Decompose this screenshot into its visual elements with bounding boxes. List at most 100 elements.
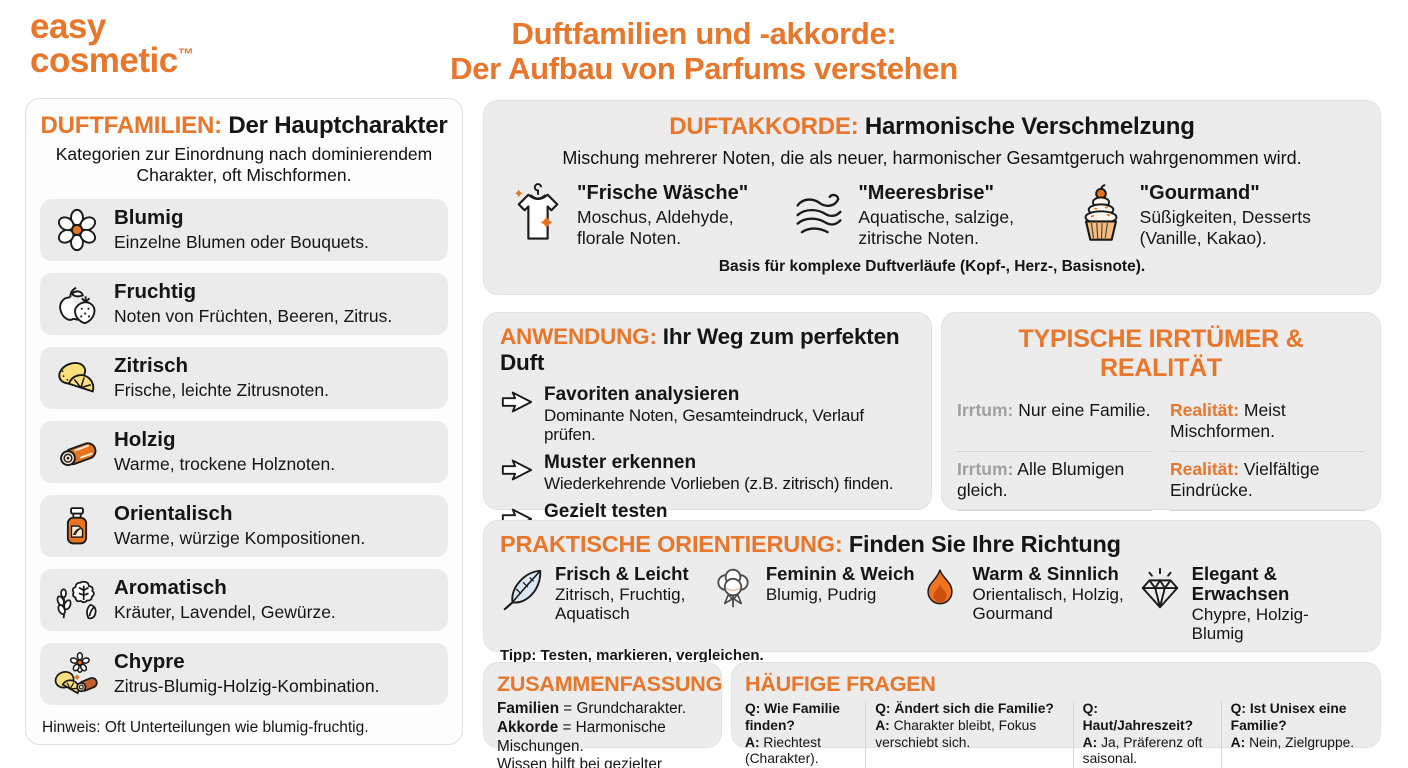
akkorde-footer: Basis für komplexe Duftverläufe (Kopf-, … [718, 258, 1146, 275]
faq-question: Q: Ist Unisex eine Familie? [1230, 701, 1347, 733]
brand-logo-line2: cosmetic [30, 40, 178, 80]
faq-item: Q: Ist Unisex eine Familie? A: Nein, Zie… [1220, 701, 1367, 768]
direction-name: Elegant & Erwachsen [1191, 563, 1290, 604]
faq-item: Q: Haut/Jahreszeit? A: Ja, Präferenz oft… [1072, 701, 1221, 768]
family-name: Holzig [114, 428, 176, 452]
faq-answer: A: Charakter bleibt, Fokus verschiebt si… [875, 717, 1037, 750]
accord-desc: Süßigkeiten, Desserts (Vanille, Kakao). [1139, 207, 1311, 248]
families-subtitle: Kategorien zur Einordnung nach dominiere… [55, 144, 433, 186]
family-desc: Zitrus-Blumig-Holzig-Kombination. [114, 675, 380, 696]
families-heading: DUFTFAMILIEN: Der Hauptcharakter [40, 112, 448, 139]
chypre-icon [52, 649, 102, 699]
diamond-icon [1137, 564, 1183, 616]
arrow-right-icon [500, 388, 534, 416]
direction-warm-sinnlich: Warm & Sinnlich Orientalisch, Holzig, Gou… [918, 564, 1137, 643]
log-icon [52, 427, 102, 477]
page-title-line2: Der Aufbau von Parfums verstehen [450, 51, 958, 87]
direction-desc: Chypre, Holzig-Blumig [1191, 604, 1309, 643]
direction-elegant-erwachsen: Elegant & Erwachsen Chypre, Holzig-Blumig [1137, 564, 1364, 643]
step-title: Gezielt testen [544, 500, 668, 522]
direction-name: Feminin & Weich [765, 563, 915, 584]
family-desc: Frische, leichte Zitrusnoten. [114, 379, 329, 400]
brand-logo-line1: easy [30, 7, 106, 46]
accord-frische-waesche: "Frische Wäsche" Moschus, Aldehyde, floral… [510, 183, 791, 249]
brand-logo: easy cosmetic™ [30, 7, 194, 80]
irrtum-cell: Irrtum: Alle Blumigen gleich. [957, 452, 1152, 511]
praktisch-heading: PRAKTISCHE ORIENTIERUNG: Finden Sie Ihre… [500, 531, 1121, 557]
family-desc: Noten von Früchten, Beeren, Zitrus. [114, 305, 393, 326]
feather-icon [500, 564, 546, 616]
family-name: Blumig [114, 206, 184, 230]
accord-desc: Aquatische, salzige, zitrische Noten. [858, 207, 1014, 248]
family-name: Fruchtig [114, 280, 196, 304]
summary-line: Akkorde = Harmonische Mischungen. [497, 718, 666, 755]
family-item-aromatisch: Aromatisch Kräuter, Lavendel, Gewürze. [40, 568, 448, 631]
flame-icon [918, 564, 964, 616]
family-item-fruchtig: Fruchtig Noten von Früchten, Beeren, Zitr… [40, 272, 448, 335]
direction-name: Warm & Sinnlich [972, 563, 1119, 584]
accord-desc: Moschus, Aldehyde, florale Noten. [577, 207, 734, 248]
families-hint: Hinweis: Oft Unterteilungen wie blumig-f… [42, 718, 369, 736]
irrtuemer-heading: TYPISCHE IRRTÜMER & REALITÄT [1018, 325, 1304, 382]
step-desc: Dominante Noten, Gesamteindruck, Verlauf… [544, 405, 864, 444]
anwendung-step-1: Favoriten analysieren Dominante Noten, Ge… [500, 385, 915, 444]
direction-desc: Zitrisch, Fruchtig, Aquatisch [555, 584, 686, 623]
fruit-icon [52, 279, 102, 329]
family-desc: Kräuter, Lavendel, Gewürze. [114, 601, 336, 622]
step-title: Favoriten analysieren [544, 384, 740, 405]
panel-haeufige-fragen: HÄUFIGE FRAGEN Q: Wie Familie finden? A:… [731, 662, 1381, 768]
panel-zusammenfassung: ZUSAMMENFASSUNG Familien = Grundcharakte… [483, 662, 723, 768]
arrow-right-icon [500, 456, 534, 484]
faq-question: Q: Wie Familie finden? [745, 701, 840, 733]
direction-frisch-leicht: Frisch & Leicht Zitrisch, Fruchtig, Aquat… [500, 564, 711, 643]
direction-name: Frisch & Leicht [555, 563, 689, 584]
family-desc: Warme, trockene Holznoten. [114, 453, 336, 474]
anwendung-step-2: Muster erkennen Wiederkehrende Vorlieben … [500, 453, 915, 493]
direction-feminin-weich: Feminin & Weich Blumig, Pudrig [711, 564, 918, 643]
faq-answer: A: Nein, Zielgruppe. [1230, 734, 1355, 750]
family-item-blumig: Blumig Einzelne Blumen oder Bouquets. [40, 198, 448, 261]
trademark-symbol: ™ [177, 46, 194, 64]
akkorde-heading: DUFTAKKORDE: Harmonische Verschmelzung [669, 113, 1195, 140]
anwendung-heading: ANWENDUNG: Ihr Weg zum perfekten Duft [500, 324, 900, 375]
direction-desc: Orientalisch, Holzig, Gourmand [972, 584, 1124, 623]
shirt-icon [510, 183, 566, 245]
faq-question: Q: Haut/Jahreszeit? [1082, 701, 1194, 733]
accord-name: "Gourmand" [1139, 182, 1260, 204]
realitaet-cell: Realität: Meist Mischformen. [1170, 393, 1365, 452]
akkorde-subtitle: Mischung mehrerer Noten, die als neuer, … [562, 148, 1302, 168]
accord-name: "Frische Wäsche" [577, 182, 749, 204]
faq-answer: A: Riechtest (Charakter). [745, 734, 821, 767]
realitaet-cell: Realität: Vielfältige Eindrücke. [1170, 452, 1365, 511]
faq-item: Q: Wie Familie finden? A: Riechtest (Cha… [745, 701, 865, 768]
fragen-heading: HÄUFIGE FRAGEN [745, 672, 936, 696]
family-desc: Einzelne Blumen oder Bouquets. [114, 231, 369, 252]
accord-name: "Meeresbrise" [858, 182, 995, 204]
family-item-orientalisch: Orientalisch Warme, würzige Kompositionen… [40, 494, 448, 557]
summary-line: Wissen hilft bei gezielter Auswahl. [497, 756, 662, 768]
family-name: Aromatisch [114, 576, 227, 600]
family-name: Zitrisch [114, 354, 189, 378]
family-name: Chypre [114, 650, 185, 674]
page-title: Duftfamilien und -akkorde: Der Aufbau vo… [0, 16, 1408, 86]
family-desc: Warme, würzige Kompositionen. [114, 527, 366, 548]
herbs-icon [52, 575, 102, 625]
panel-praktische-orientierung: PRAKTISCHE ORIENTIERUNG: Finden Sie Ihre… [483, 520, 1381, 664]
bottle-icon [52, 501, 102, 551]
direction-desc: Blumig, Pudrig [765, 584, 877, 604]
step-desc: Wiederkehrende Vorlieben (z.B. zitrisch)… [544, 473, 894, 493]
panel-duftfamilien: DUFTFAMILIEN: Der Hauptcharakter Kategor… [25, 98, 463, 745]
irrtum-cell: Irrtum: Nur eine Familie. [957, 393, 1152, 452]
panel-irrtuemer: TYPISCHE IRRTÜMER & REALITÄT Irrtum: Nur… [941, 312, 1381, 580]
cotton-icon [711, 564, 757, 616]
accord-meeresbrise: "Meeresbrise" Aquatische, salzige, zitrisc… [791, 183, 1072, 249]
zusammenfassung-heading: ZUSAMMENFASSUNG [497, 672, 723, 696]
step-title: Muster erkennen [544, 452, 697, 473]
family-name: Orientalisch [114, 502, 233, 526]
family-item-zitrisch: Zitrisch Frische, leichte Zitrusnoten. [40, 346, 448, 409]
accord-gourmand: "Gourmand" Süßigkeiten, Desserts (Vanille,… [1073, 183, 1354, 249]
page-title-line1: Duftfamilien und -akkorde: [511, 16, 897, 51]
praktisch-footer: Tipp: Testen, markieren, vergleichen. [500, 647, 764, 664]
panel-duftakkorde: DUFTAKKORDE: Harmonische Verschmelzung M… [483, 100, 1381, 295]
